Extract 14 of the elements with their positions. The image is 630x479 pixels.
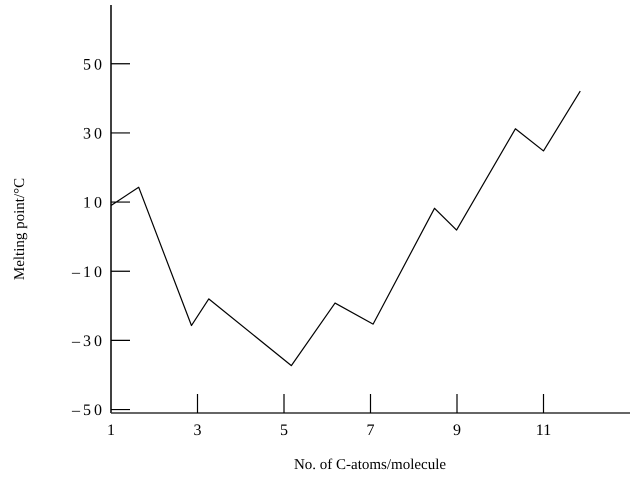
y-tick-label: 50 xyxy=(83,56,105,74)
y-tick-label: –10 xyxy=(71,264,105,281)
y-tick-label: 30 xyxy=(83,126,105,143)
y-axis-title: Melting point/°C xyxy=(12,178,28,280)
x-tick-label: 3 xyxy=(194,422,202,439)
x-tick-label: 7 xyxy=(366,422,374,439)
x-axis-title: No. of C-atoms/molecule xyxy=(294,457,446,473)
y-tick-label: 10 xyxy=(83,194,105,212)
x-tick-label: 5 xyxy=(280,422,288,439)
x-tick-label: 9 xyxy=(453,422,461,439)
y-tick-label: –50 xyxy=(71,402,105,420)
x-tick-label: 11 xyxy=(536,422,552,439)
x-tick-label: 1 xyxy=(107,422,115,439)
y-tick-label: –30 xyxy=(71,332,105,350)
